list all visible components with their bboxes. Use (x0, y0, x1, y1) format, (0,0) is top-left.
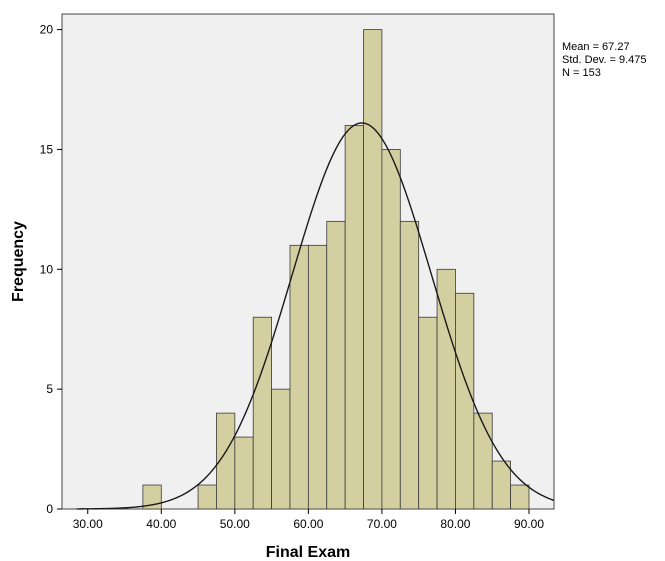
histogram-bar-13 (418, 316, 438, 510)
histogram-bar-6 (289, 244, 309, 510)
x-tick-label-1: 40.00 (146, 517, 176, 531)
histogram-bar-14 (436, 268, 456, 510)
x-tick-label-2: 50.00 (220, 517, 250, 531)
histogram-bar-1 (197, 484, 217, 510)
histogram-bar-16 (473, 412, 493, 510)
histogram-bar-15 (455, 292, 475, 510)
histogram-bar-0 (142, 484, 162, 510)
stats-n: N = 153 (562, 67, 601, 79)
x-tick-label-5: 80.00 (440, 517, 470, 531)
histogram-bar-5 (271, 388, 291, 510)
histogram-bar-10 (363, 29, 383, 510)
stats-box: Mean = 67.27 Std. Dev. = 9.475 N = 153 (562, 41, 647, 79)
x-axis-title: Final Exam (266, 544, 350, 561)
x-tick-label-0: 30.00 (73, 517, 103, 531)
y-tick-label-1: 5 (46, 382, 53, 396)
y-tick-label-3: 15 (40, 142, 54, 156)
histogram-bar-3 (234, 436, 254, 510)
y-tick-label-2: 10 (40, 262, 54, 276)
x-tick-label-4: 70.00 (367, 517, 397, 531)
x-tick-label-3: 60.00 (293, 517, 323, 531)
y-tick-label-0: 0 (46, 502, 53, 516)
y-axis-title: Frequency (10, 221, 27, 302)
x-tick-label-6: 90.00 (514, 517, 544, 531)
histogram-bar-12 (399, 220, 420, 510)
histogram-bar-8 (326, 220, 346, 510)
histogram-bar-9 (344, 125, 364, 510)
histogram-bar-7 (307, 244, 328, 510)
tick-labels: 0 5 10 15 20 30.00 40.00 50.00 60.00 70.00 80.00 90… (40, 23, 545, 531)
histogram-bar-18 (510, 484, 530, 510)
histogram-bar-17 (491, 460, 512, 510)
normal-curve (76, 122, 555, 510)
bars-group (142, 29, 530, 510)
stats-std-dev: Std. Dev. = 9.475 (562, 54, 647, 66)
histogram-bar-4 (252, 316, 272, 510)
stats-mean: Mean = 67.27 (562, 41, 630, 53)
y-tick-label-4: 20 (40, 23, 54, 37)
histogram-bar-11 (381, 149, 401, 510)
axis-ticks (57, 29, 530, 514)
